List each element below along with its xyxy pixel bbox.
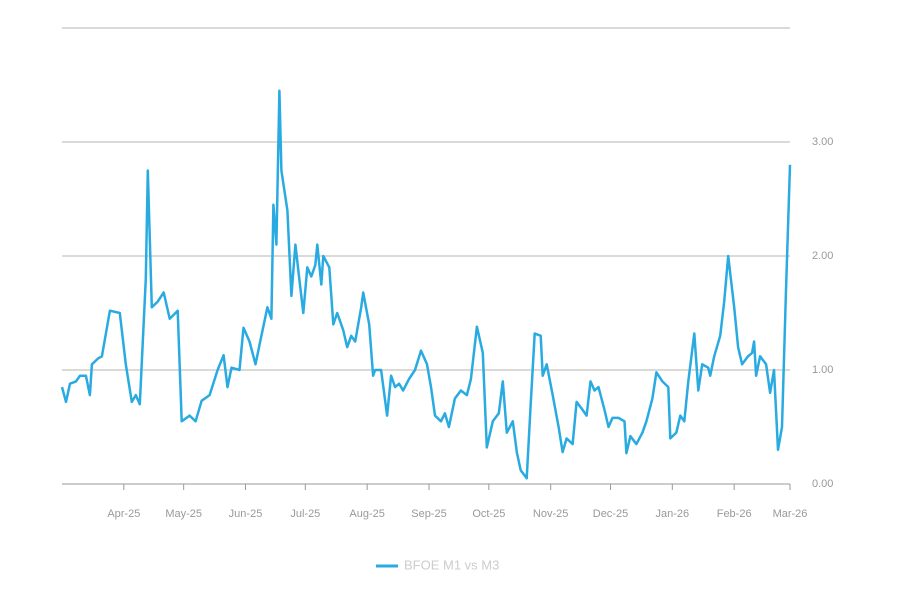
data-line xyxy=(60,89,792,480)
x-tick-label: Jul-25 xyxy=(290,508,320,520)
x-tick-label: Mar-26 xyxy=(773,508,808,520)
x-tick-label: Aug-25 xyxy=(349,508,384,520)
y-tick-label: 3.00 xyxy=(812,136,833,148)
x-tick-label: Feb-26 xyxy=(717,508,752,520)
y-tick-label: 2.00 xyxy=(812,250,833,262)
x-tick-label: Nov-25 xyxy=(533,508,568,520)
y-tick-label: 1.00 xyxy=(812,364,833,376)
x-tick-label: Sep-25 xyxy=(411,508,446,520)
x-tick-label: Jun-25 xyxy=(229,508,263,520)
x-tick-label: Oct-25 xyxy=(472,508,505,520)
x-tick-label: Apr-25 xyxy=(107,508,140,520)
x-tick-label: May-25 xyxy=(165,508,202,520)
legend-label: BFOE M1 vs M3 xyxy=(404,557,499,572)
x-tick-label: Jan-26 xyxy=(656,508,690,520)
y-tick-label: 0.00 xyxy=(812,478,833,490)
x-tick-label: Dec-25 xyxy=(593,508,628,520)
